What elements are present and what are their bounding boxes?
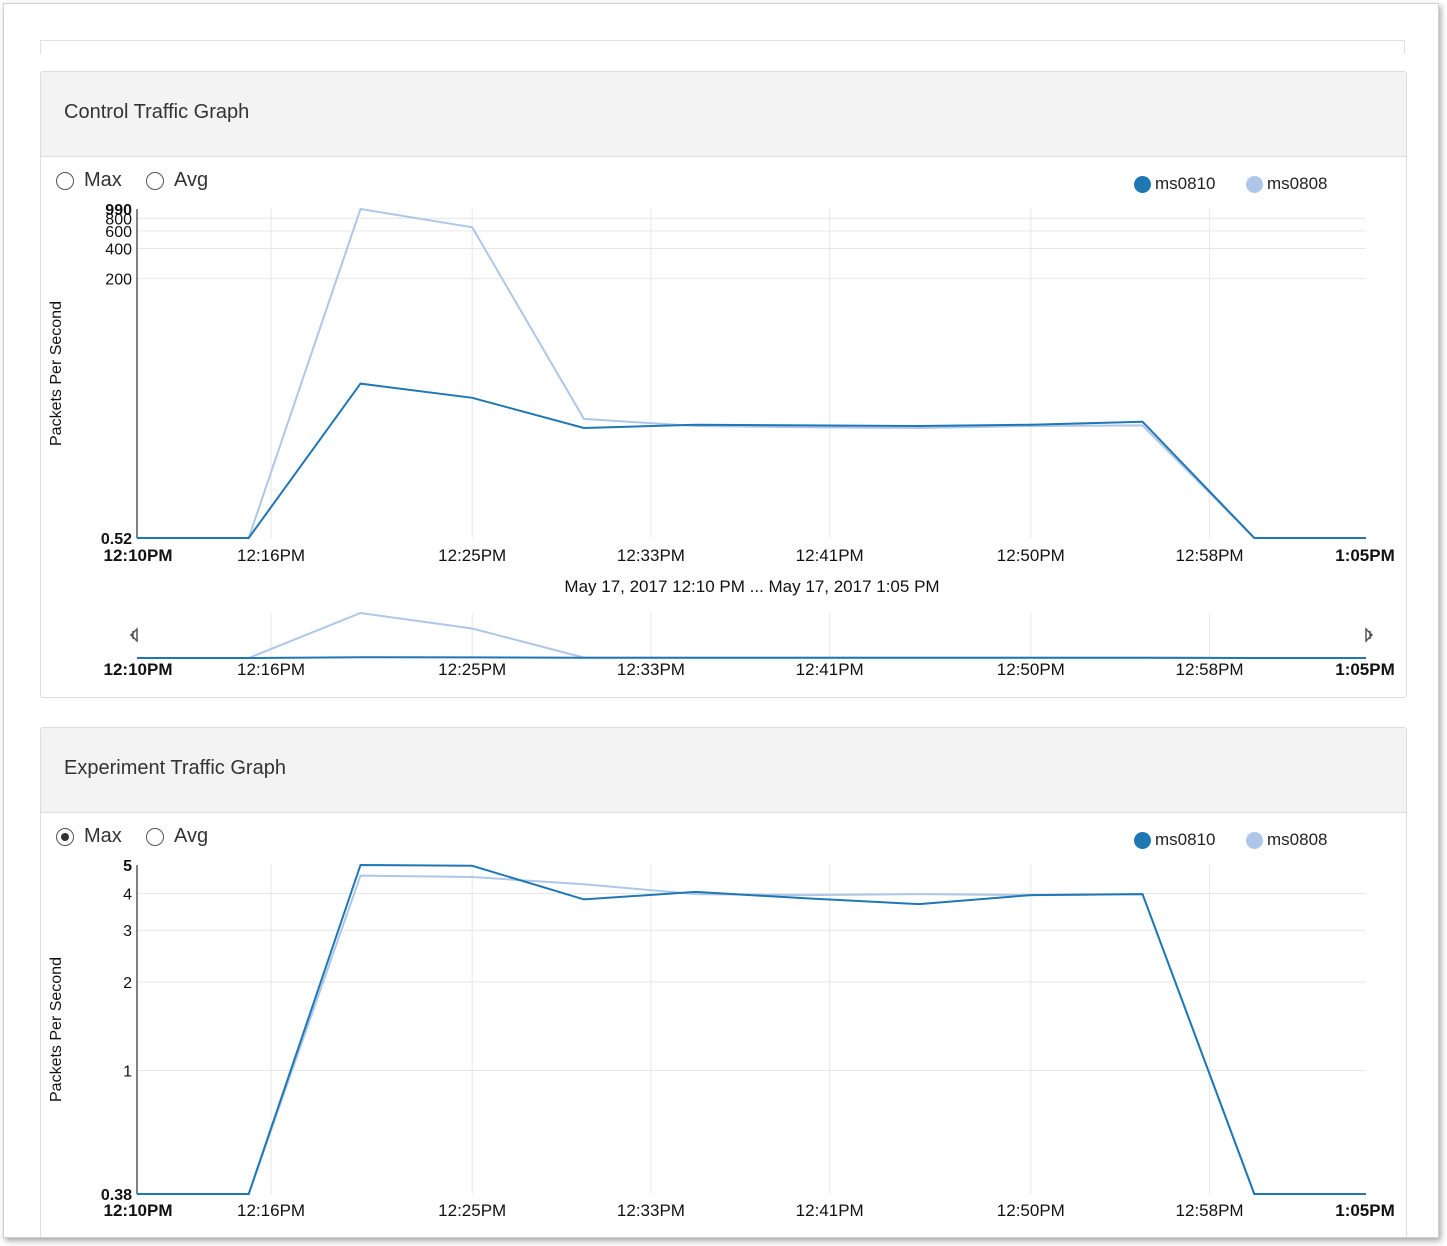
control-legend-ms0810[interactable]: ms0810 (1134, 174, 1215, 194)
control-max-label: Max (84, 169, 122, 191)
navigator-x-tick-label: 12:10PM (104, 660, 173, 679)
navigator-left-handle-icon[interactable] (129, 627, 138, 643)
control-max-radio-circle[interactable] (56, 171, 74, 190)
navigator-right-handle-icon[interactable] (1365, 627, 1374, 643)
experiment-y-axis-label: Packets Per Second (48, 957, 65, 1102)
legend-label: ms0810 (1155, 174, 1216, 193)
control-y-tick-label: 600 (105, 224, 132, 241)
experiment-max-radio[interactable]: Max (56, 825, 122, 848)
control-series-line-ms0808 (137, 207, 1366, 539)
control-x-tick-label: 12:10PM (104, 546, 173, 565)
legend-dot-icon (1134, 831, 1151, 849)
control-legend-ms0808[interactable]: ms0808 (1246, 174, 1327, 194)
control-panel-header: Control Traffic Graph (41, 72, 1406, 157)
top-divider (40, 40, 1405, 41)
control-panel-title: Control Traffic Graph (64, 101, 250, 123)
experiment-x-tick-label: 12:58PM (1176, 1201, 1244, 1220)
navigator-x-tick-label: 12:25PM (438, 660, 506, 679)
experiment-legend-ms0808[interactable]: ms0808 (1246, 830, 1327, 850)
experiment-x-tick-label: 12:25PM (438, 1201, 506, 1220)
legend-label: ms0808 (1267, 174, 1328, 193)
navigator-x-tick-label: 12:41PM (796, 660, 864, 679)
experiment-y-tick-label: 1 (123, 1063, 132, 1080)
control-range-label: May 17, 2017 12:10 PM ... May 17, 2017 1… (564, 577, 939, 596)
legend-dot-icon (1134, 175, 1151, 193)
legend-dot-icon (1246, 831, 1263, 849)
experiment-x-tick-label: 12:50PM (997, 1201, 1065, 1220)
control-series-line-ms0810 (137, 382, 1366, 539)
experiment-x-tick-label: 12:41PM (796, 1201, 864, 1220)
navigator-series-line-ms0808 (137, 611, 1366, 659)
navigator-x-tick-label: 12:16PM (237, 660, 305, 679)
control-avg-label: Avg (174, 169, 209, 191)
control-x-tick-label: 12:41PM (796, 546, 864, 565)
control-avg-radio-circle[interactable] (146, 171, 164, 190)
window-frame: Control Traffic Graph Max Avg ms0810 ms0… (3, 3, 1439, 1238)
top-divider-left (40, 40, 41, 54)
legend-label: ms0808 (1267, 830, 1328, 849)
control-x-tick-label: 12:25PM (438, 546, 506, 565)
experiment-avg-label: Avg (174, 825, 209, 847)
experiment-max-radio-circle[interactable] (56, 827, 74, 846)
control-y-tick-label: 0.52 (101, 531, 132, 548)
control-x-tick-label: 12:33PM (617, 546, 685, 565)
control-traffic-panel: Control Traffic Graph Max Avg ms0810 ms0… (40, 71, 1407, 698)
experiment-y-tick-label: 5 (123, 858, 132, 875)
experiment-series-line-ms0810 (137, 863, 1366, 1195)
experiment-y-tick-label: 4 (123, 886, 132, 903)
experiment-y-tick-label: 0.38 (101, 1187, 132, 1204)
experiment-max-label: Max (84, 825, 122, 847)
control-y-tick-label: 990 (105, 202, 132, 219)
legend-label: ms0810 (1155, 830, 1216, 849)
control-x-tick-label: 12:16PM (237, 546, 305, 565)
navigator-series-line-ms0810 (137, 656, 1366, 659)
control-x-tick-label: 1:05PM (1335, 546, 1395, 565)
navigator-x-tick-label: 12:50PM (997, 660, 1065, 679)
experiment-y-tick-label: 2 (123, 975, 132, 992)
control-y-axis-label: Packets Per Second (48, 301, 65, 446)
experiment-x-tick-label: 1:05PM (1335, 1201, 1395, 1220)
experiment-avg-radio-circle[interactable] (146, 827, 164, 846)
top-divider-right (1404, 40, 1405, 54)
control-avg-radio[interactable]: Avg (146, 169, 208, 192)
experiment-panel-title: Experiment Traffic Graph (64, 757, 286, 779)
experiment-panel-header: Experiment Traffic Graph (41, 728, 1406, 813)
control-x-tick-label: 12:58PM (1176, 546, 1244, 565)
navigator-x-tick-label: 12:58PM (1176, 660, 1244, 679)
experiment-legend-ms0810[interactable]: ms0810 (1134, 830, 1215, 850)
experiment-avg-radio[interactable]: Avg (146, 825, 208, 848)
control-x-tick-label: 12:50PM (997, 546, 1065, 565)
control-max-radio[interactable]: Max (56, 169, 122, 192)
experiment-x-tick-label: 12:16PM (237, 1201, 305, 1220)
experiment-x-tick-label: 12:33PM (617, 1201, 685, 1220)
control-y-tick-label: 400 (105, 241, 132, 258)
navigator-x-tick-label: 1:05PM (1335, 660, 1395, 679)
control-y-tick-label: 800 (105, 211, 132, 228)
legend-dot-icon (1246, 175, 1263, 193)
navigator-x-tick-label: 12:33PM (617, 660, 685, 679)
experiment-series-line-ms0808 (137, 874, 1366, 1195)
experiment-y-tick-label: 3 (123, 923, 132, 940)
experiment-x-tick-label: 12:10PM (104, 1201, 173, 1220)
control-y-tick-label: 200 (105, 272, 132, 289)
